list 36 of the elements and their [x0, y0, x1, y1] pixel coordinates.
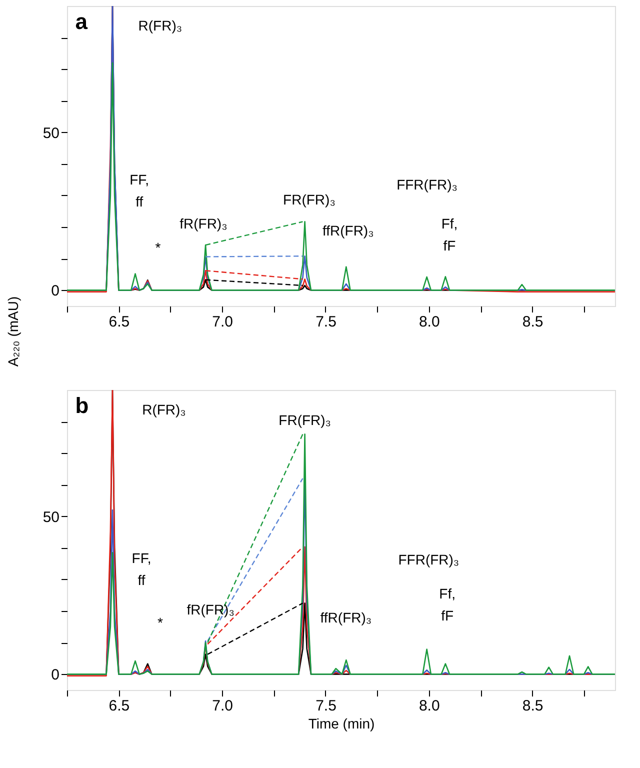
x-tick-label: 7.0	[212, 314, 234, 330]
x-axis-title: Time (min)	[308, 716, 375, 732]
annotation: R(FR)₃	[138, 17, 182, 34]
annotation: fR(FR)₃	[186, 602, 234, 618]
annotation: *	[155, 239, 162, 256]
annotation: Ff, fF	[441, 215, 458, 254]
line-series	[67, 434, 615, 675]
annotation: FFR(FR)₃	[396, 176, 458, 192]
annotation: Ff, fF	[439, 586, 456, 624]
x-tick-label: 7.5	[316, 698, 336, 714]
x-tick-label: 6.5	[108, 698, 130, 714]
x-tick-label: 8.5	[522, 698, 544, 714]
annotation: a	[75, 9, 88, 34]
x-tick-label: 7.5	[316, 314, 336, 330]
x-tick-label: 8.0	[418, 314, 440, 330]
annotation: fR(FR)₃	[180, 215, 228, 232]
x-tick-label: 7.0	[212, 698, 234, 714]
x-tick-label: 8.5	[522, 314, 544, 330]
x-tick-label: 6.5	[108, 314, 130, 330]
annotation: ffR(FR)₃	[322, 222, 374, 239]
annotation: FR(FR)₃	[278, 412, 332, 428]
y-tick-label: 0	[51, 282, 60, 300]
annotation: FF, ff	[132, 550, 152, 588]
y-tick-label: 0	[51, 666, 60, 684]
annotation: FF, ff	[130, 171, 150, 210]
x-tick-label: 8.0	[418, 698, 440, 714]
annotation: b	[75, 393, 89, 418]
y-tick-label: 50	[42, 124, 60, 142]
annotation: *	[157, 614, 164, 631]
annotation: FFR(FR)₃	[398, 551, 460, 568]
annotation: ffR(FR)₃	[320, 610, 372, 626]
annotation: R(FR)₃	[142, 401, 186, 418]
annotation: FR(FR)₃	[283, 191, 336, 208]
line-series	[67, 62, 615, 291]
y-tick-label: 50	[42, 508, 60, 526]
y-axis-title: A₂₂₀ (mAU)	[4, 296, 21, 367]
